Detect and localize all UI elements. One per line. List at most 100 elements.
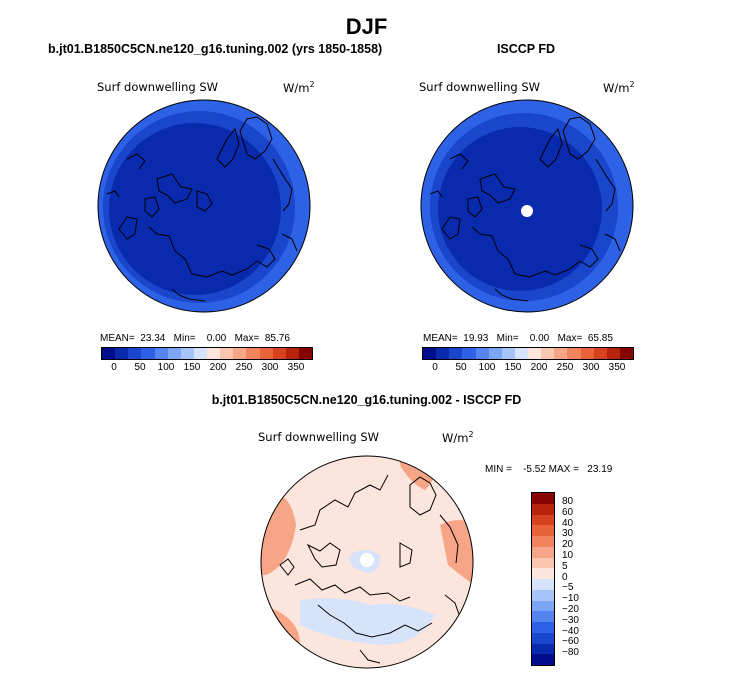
colorbar-swatch bbox=[475, 348, 489, 359]
diff-variable-label: Surf downwelling SW bbox=[258, 430, 380, 444]
colorbar-swatch bbox=[501, 348, 515, 359]
colorbar-tick: 0 bbox=[111, 362, 117, 373]
panel1-variable-label: Surf downwelling SW bbox=[97, 80, 219, 94]
colorbar-tick: 100 bbox=[157, 362, 175, 373]
colorbar-tick: −80 bbox=[562, 647, 579, 658]
colorbar-swatch bbox=[541, 348, 555, 359]
panel1-polar-map bbox=[97, 99, 311, 313]
colorbar-swatch bbox=[532, 643, 554, 655]
colorbar-swatch bbox=[298, 348, 312, 359]
colorbar-swatch bbox=[532, 568, 554, 579]
colorbar-swatch bbox=[532, 600, 554, 612]
colorbar-tick: −30 bbox=[562, 615, 579, 626]
colorbar-tick: 10 bbox=[562, 550, 574, 561]
colorbar-tick: 100 bbox=[478, 362, 496, 373]
colorbar-tick: 80 bbox=[562, 496, 574, 507]
panel1-case-title: b.jt01.B1850C5CN.ne120_g16.tuning.002 (y… bbox=[48, 42, 383, 56]
colorbar-swatch bbox=[580, 348, 594, 359]
colorbar-swatch bbox=[246, 348, 260, 359]
colorbar-swatch bbox=[532, 632, 554, 644]
colorbar-tick: 50 bbox=[134, 362, 146, 373]
panel2-variable-label: Surf downwelling SW bbox=[419, 80, 541, 94]
diff-minmax: MIN = -5.52 MAX = 23.19 bbox=[485, 464, 613, 475]
panel2-units-label: W/m2 bbox=[603, 80, 635, 95]
panel2-polar-map bbox=[420, 99, 634, 313]
colorbar-swatch bbox=[102, 348, 116, 359]
panel1-colorbar bbox=[101, 347, 313, 360]
colorbar-tick: 150 bbox=[504, 362, 522, 373]
colorbar-swatch bbox=[514, 348, 528, 359]
colorbar-tick: 60 bbox=[562, 507, 574, 518]
colorbar-tick: 300 bbox=[261, 362, 279, 373]
colorbar-swatch bbox=[606, 348, 620, 359]
colorbar-swatch bbox=[532, 503, 554, 515]
diff-colorbar-ticks: 80 60 40 30 20 10 5 0 −5 −10 −20 −30 −40… bbox=[562, 492, 602, 664]
colorbar-swatch bbox=[532, 654, 554, 665]
colorbar-swatch bbox=[593, 348, 607, 359]
colorbar-swatch bbox=[115, 348, 129, 359]
colorbar-tick: 200 bbox=[209, 362, 227, 373]
colorbar-swatch bbox=[532, 557, 554, 569]
colorbar-tick: 20 bbox=[562, 539, 574, 550]
colorbar-swatch bbox=[488, 348, 502, 359]
panel1-stats: MEAN= 23.34 Min= 0.00 Max= 85.76 bbox=[100, 333, 290, 344]
colorbar-swatch bbox=[449, 348, 463, 359]
colorbar-swatch bbox=[532, 536, 554, 547]
panel1-units-label: W/m2 bbox=[283, 80, 315, 95]
colorbar-swatch bbox=[154, 348, 168, 359]
colorbar-swatch bbox=[554, 348, 568, 359]
colorbar-swatch bbox=[193, 348, 207, 359]
colorbar-swatch bbox=[423, 348, 437, 359]
colorbar-swatch bbox=[285, 348, 299, 359]
missing-data-spot bbox=[521, 205, 533, 217]
diff-case-title: b.jt01.B1850C5CN.ne120_g16.tuning.002 - … bbox=[211, 393, 522, 407]
colorbar-swatch bbox=[141, 348, 155, 359]
colorbar-tick: 350 bbox=[608, 362, 626, 373]
diff-colorbar bbox=[531, 492, 555, 666]
colorbar-swatch bbox=[532, 525, 554, 536]
colorbar-swatch bbox=[220, 348, 234, 359]
colorbar-swatch bbox=[167, 348, 181, 359]
colorbar-tick: −20 bbox=[562, 604, 579, 615]
colorbar-tick: 250 bbox=[235, 362, 253, 373]
colorbar-tick: 40 bbox=[562, 518, 574, 529]
colorbar-tick: −5 bbox=[562, 582, 574, 593]
colorbar-tick: 150 bbox=[183, 362, 201, 373]
colorbar-swatch bbox=[532, 493, 554, 504]
colorbar-swatch bbox=[128, 348, 142, 359]
colorbar-tick: 50 bbox=[455, 362, 467, 373]
colorbar-tick: 0 bbox=[432, 362, 438, 373]
colorbar-swatch bbox=[528, 348, 542, 359]
diff-units-label: W/m2 bbox=[442, 430, 474, 445]
colorbar-swatch bbox=[532, 514, 554, 526]
colorbar-swatch bbox=[207, 348, 221, 359]
colorbar-tick: −60 bbox=[562, 636, 579, 647]
colorbar-swatch bbox=[532, 589, 554, 601]
colorbar-swatch bbox=[180, 348, 194, 359]
panel2-colorbar bbox=[422, 347, 634, 360]
panel2-colorbar-ticks: 0 50 100 150 200 250 300 350 bbox=[422, 362, 632, 376]
diff-polar-map bbox=[260, 455, 474, 669]
colorbar-tick: 250 bbox=[556, 362, 574, 373]
colorbar-swatch bbox=[233, 348, 247, 359]
colorbar-tick: −10 bbox=[562, 593, 579, 604]
colorbar-swatch bbox=[462, 348, 476, 359]
colorbar-swatch bbox=[436, 348, 450, 359]
colorbar-swatch bbox=[272, 348, 286, 359]
colorbar-tick: 350 bbox=[287, 362, 305, 373]
colorbar-swatch bbox=[532, 622, 554, 633]
colorbar-swatch bbox=[532, 611, 554, 622]
panel2-case-title: ISCCP FD bbox=[496, 42, 556, 56]
colorbar-swatch bbox=[532, 579, 554, 590]
panel2-stats: MEAN= 19.93 Min= 0.00 Max= 65.85 bbox=[423, 333, 613, 344]
colorbar-swatch bbox=[532, 546, 554, 558]
colorbar-swatch bbox=[619, 348, 633, 359]
colorbar-tick: −40 bbox=[562, 626, 579, 637]
colorbar-tick: 300 bbox=[582, 362, 600, 373]
colorbar-swatch bbox=[259, 348, 273, 359]
page-title: DJF bbox=[345, 14, 388, 39]
colorbar-swatch bbox=[567, 348, 581, 359]
colorbar-tick: 5 bbox=[562, 561, 568, 572]
colorbar-tick: 200 bbox=[530, 362, 548, 373]
colorbar-tick: 0 bbox=[562, 572, 568, 583]
